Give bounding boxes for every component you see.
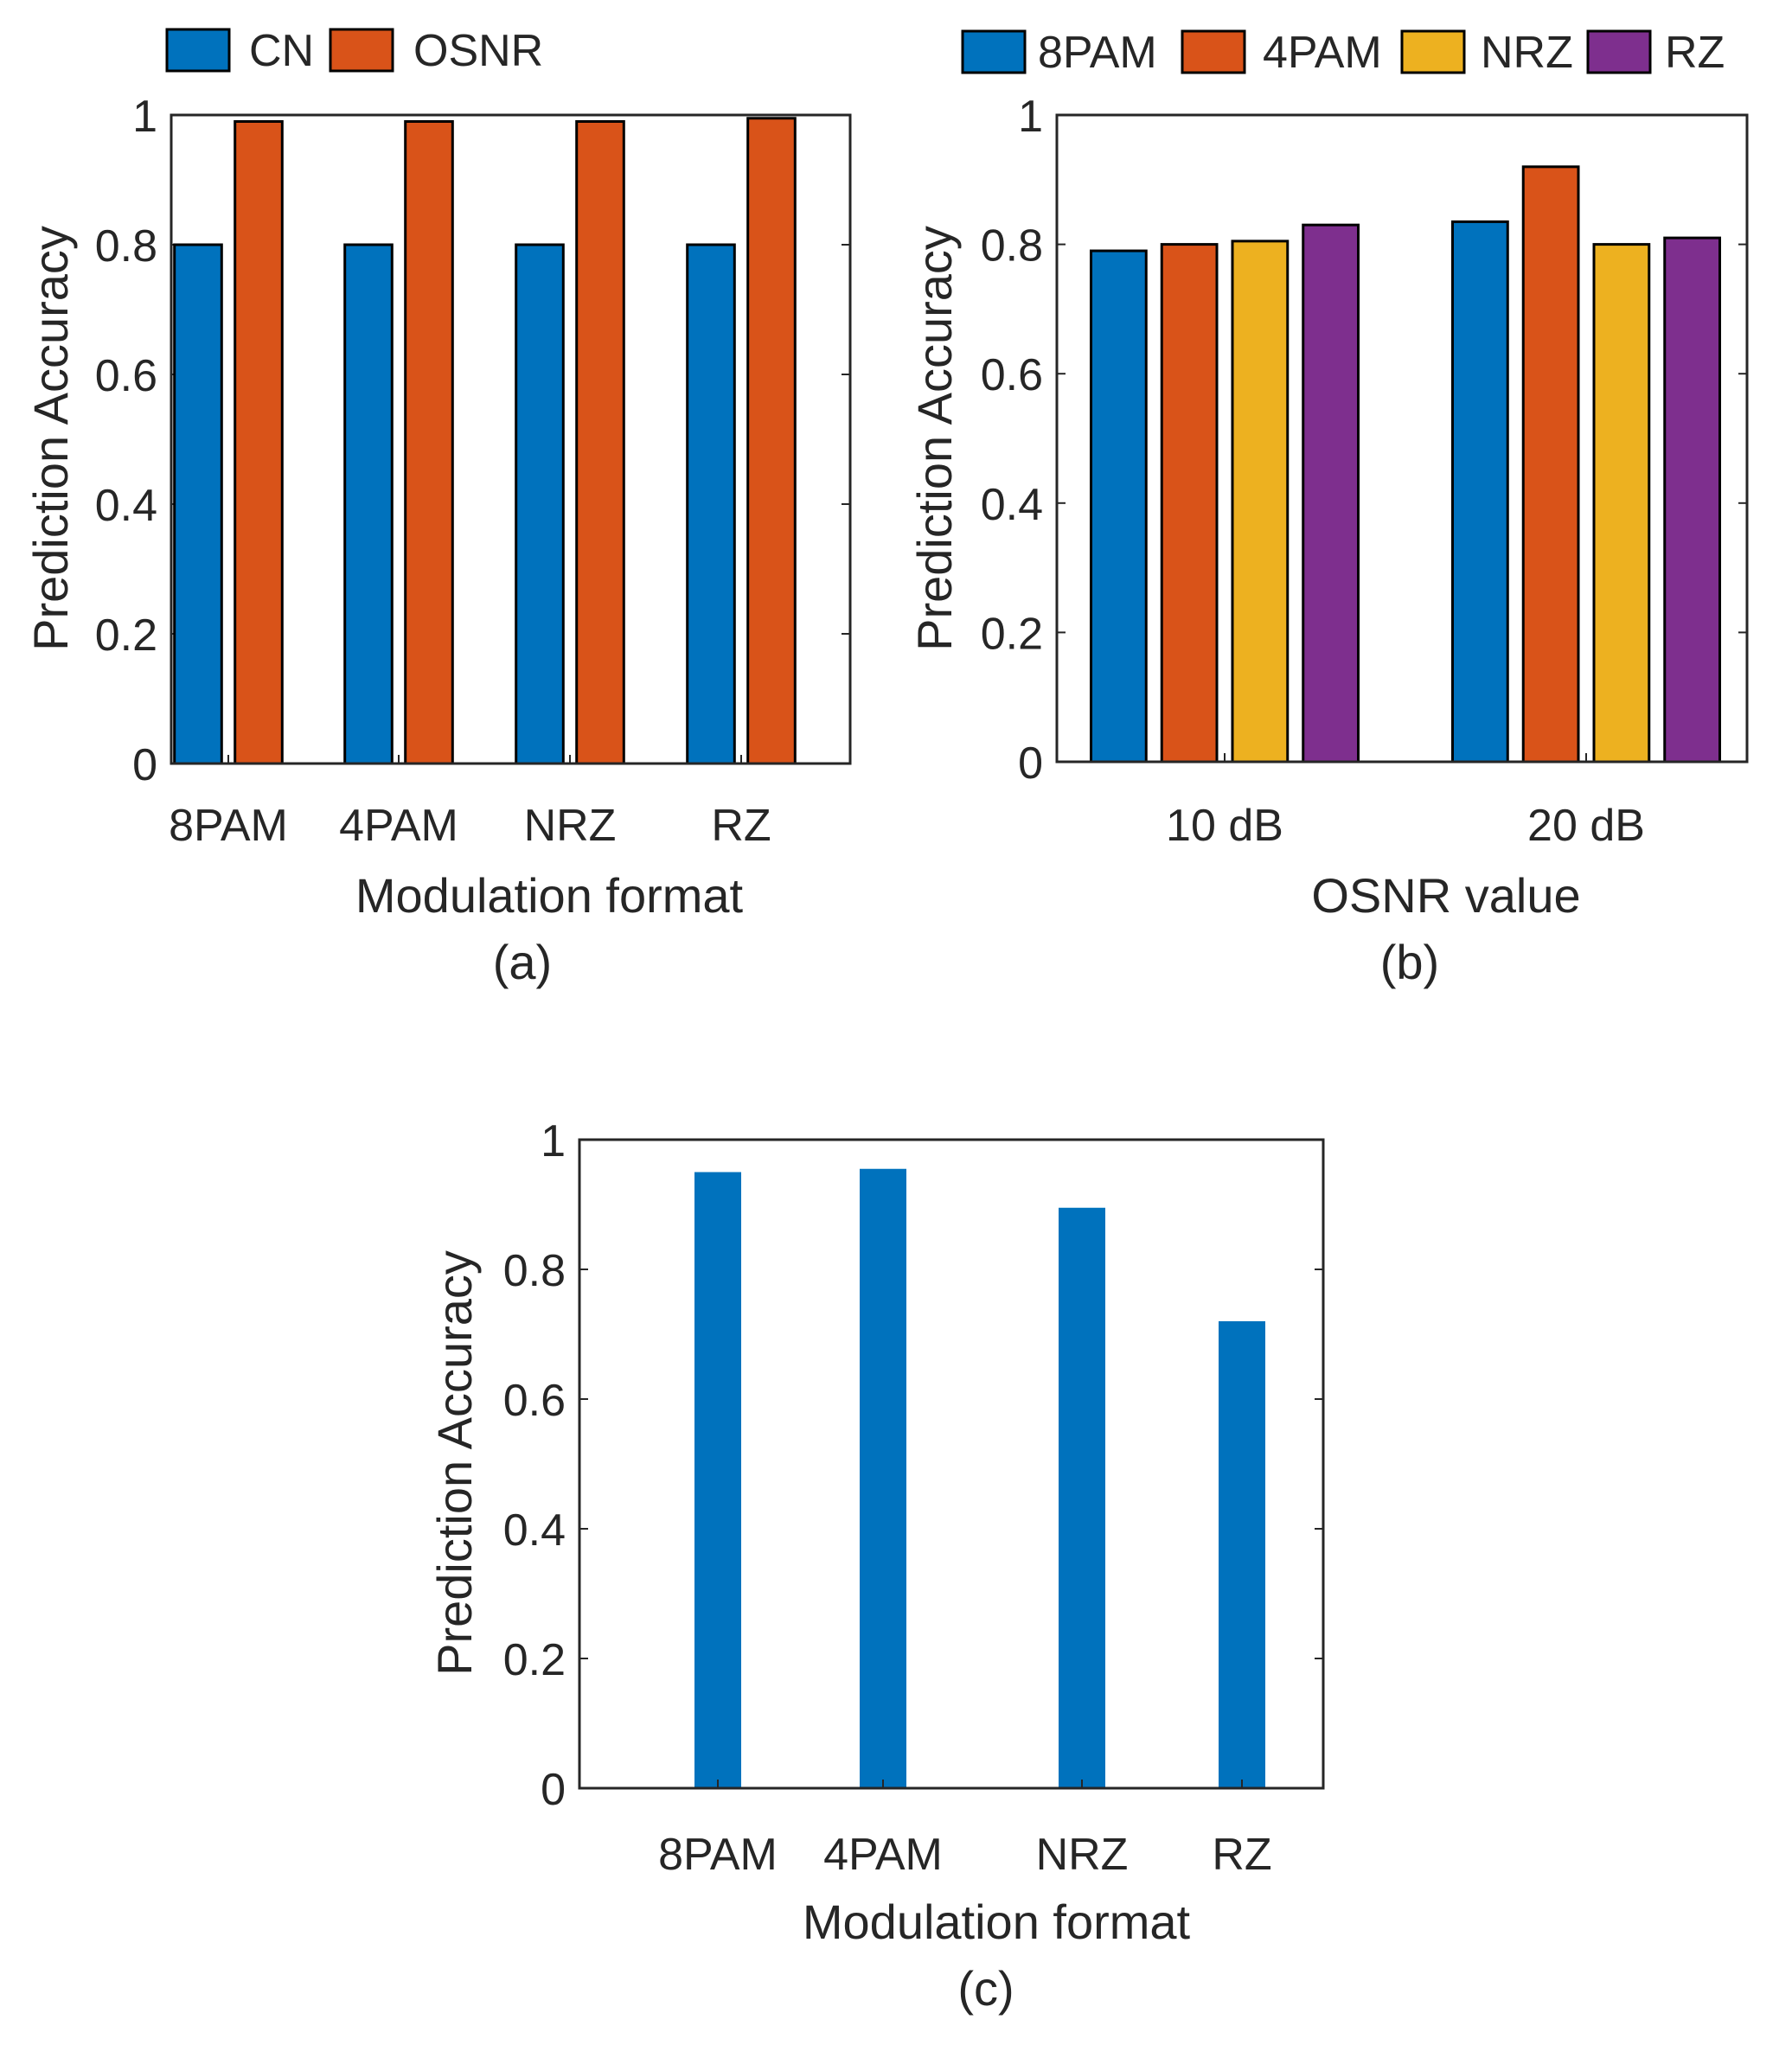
y-tick-label: 0.4 bbox=[981, 480, 1043, 530]
bar bbox=[404, 120, 454, 765]
legend-swatch bbox=[165, 28, 231, 73]
legend-label: 8PAM bbox=[1038, 28, 1157, 78]
y-tick-label: 0.6 bbox=[503, 1376, 566, 1426]
chart-c: Prediction Accuracy Modulation format (c… bbox=[427, 1116, 1325, 2016]
x-axis-label: OSNR value bbox=[1311, 868, 1580, 923]
x-axis-label: Modulation format bbox=[803, 1895, 1191, 1949]
legend-label: RZ bbox=[1665, 28, 1725, 78]
bar bbox=[686, 243, 736, 765]
legend-swatch bbox=[1400, 29, 1466, 74]
bar bbox=[1592, 243, 1651, 764]
legend-swatch bbox=[961, 29, 1027, 74]
y-tick-label: 0.8 bbox=[95, 221, 157, 272]
x-tick-label: 8PAM bbox=[658, 1830, 778, 1880]
y-axis-label: Prediction Accuracy bbox=[907, 226, 962, 651]
x-tick-label: NRZ bbox=[1036, 1830, 1129, 1880]
y-tick-label: 0.8 bbox=[981, 221, 1043, 272]
y-tick-label: 0.6 bbox=[95, 351, 157, 401]
bar bbox=[234, 120, 284, 765]
legend: CN OSNR bbox=[165, 26, 543, 76]
bar bbox=[746, 117, 797, 765]
y-tick-label: 0.2 bbox=[95, 610, 157, 661]
chart-caption: (b) bbox=[1380, 935, 1439, 989]
bar bbox=[1231, 240, 1290, 764]
legend-swatch bbox=[1181, 29, 1246, 74]
y-tick-label: 0 bbox=[132, 740, 157, 790]
x-tick-label: 8PAM bbox=[169, 801, 288, 851]
legend: 8PAM 4PAM NRZ RZ bbox=[961, 28, 1725, 78]
chart-a: Prediction Accuracy Modulation format (a… bbox=[23, 26, 852, 989]
y-tick-label: 0.2 bbox=[981, 609, 1043, 659]
bar bbox=[1302, 223, 1360, 764]
x-tick-label: RZ bbox=[711, 801, 771, 851]
legend-swatch bbox=[329, 28, 394, 73]
x-tick-label: 4PAM bbox=[823, 1830, 943, 1880]
chart-caption: (a) bbox=[493, 935, 552, 989]
y-axis-label: Prediction Accuracy bbox=[427, 1250, 482, 1676]
bar bbox=[173, 243, 223, 765]
y-tick-label: 0.6 bbox=[981, 350, 1043, 400]
x-tick-label: 4PAM bbox=[339, 801, 458, 851]
bar bbox=[1663, 236, 1722, 764]
bar bbox=[1219, 1321, 1265, 1788]
x-tick-label: NRZ bbox=[524, 801, 617, 851]
y-tick-label: 1 bbox=[541, 1116, 566, 1166]
y-tick-label: 0.2 bbox=[503, 1635, 566, 1685]
bar bbox=[694, 1172, 741, 1788]
plot-area-frame bbox=[1055, 113, 1749, 764]
x-tick-label: RZ bbox=[1212, 1830, 1271, 1880]
plot-area-frame bbox=[170, 113, 852, 765]
bar bbox=[515, 243, 565, 765]
y-tick-label: 0.4 bbox=[503, 1505, 566, 1556]
x-tick-label: 10 dB bbox=[1166, 801, 1283, 851]
bar bbox=[1059, 1207, 1105, 1788]
legend-label: CN bbox=[249, 26, 314, 76]
chart-b: Prediction Accuracy OSNR value (b) 0 0.2 0… bbox=[907, 28, 1749, 989]
bar bbox=[1160, 243, 1219, 764]
y-tick-label: 0.4 bbox=[95, 481, 157, 531]
bar bbox=[1089, 249, 1148, 764]
chart-caption: (c) bbox=[957, 1961, 1014, 2016]
legend-label: NRZ bbox=[1481, 28, 1573, 78]
y-tick-label: 1 bbox=[132, 92, 157, 142]
y-tick-label: 0 bbox=[1018, 738, 1043, 789]
y-tick-label: 0.8 bbox=[503, 1246, 566, 1296]
bar bbox=[575, 120, 625, 765]
bar bbox=[860, 1168, 906, 1788]
bar bbox=[1521, 165, 1580, 764]
legend-swatch bbox=[1586, 29, 1652, 74]
y-tick-label: 0 bbox=[541, 1765, 566, 1815]
x-tick-label: 20 dB bbox=[1527, 801, 1645, 851]
y-axis-label: Prediction Accuracy bbox=[23, 226, 78, 651]
bar bbox=[1450, 220, 1509, 764]
bar bbox=[343, 243, 394, 765]
legend-label: 4PAM bbox=[1263, 28, 1382, 78]
plot-area-frame bbox=[578, 1138, 1325, 1790]
legend-label: OSNR bbox=[413, 26, 543, 76]
y-tick-label: 1 bbox=[1018, 92, 1043, 142]
x-axis-label: Modulation format bbox=[355, 868, 744, 923]
